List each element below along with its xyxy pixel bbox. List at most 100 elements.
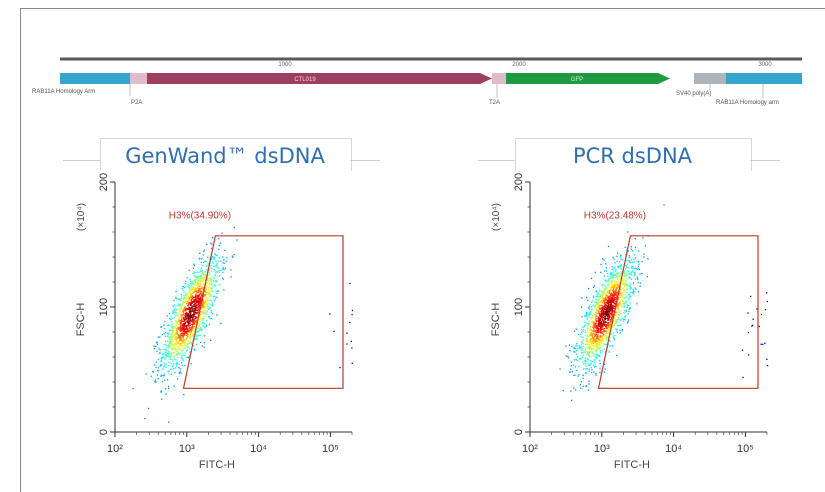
data-point — [220, 260, 222, 262]
data-point — [199, 319, 201, 321]
data-point — [615, 288, 617, 290]
data-point — [182, 309, 184, 311]
data-point — [596, 304, 599, 306]
data-point — [604, 304, 606, 307]
data-point — [187, 303, 189, 305]
data-point — [198, 304, 200, 306]
data-point — [233, 254, 235, 256]
data-point — [184, 295, 186, 297]
data-point — [589, 329, 591, 331]
data-point — [629, 277, 631, 279]
data-point — [175, 309, 177, 311]
data-point — [604, 270, 606, 272]
data-point — [178, 345, 181, 347]
data-point — [212, 262, 215, 265]
data-point — [598, 311, 600, 313]
data-point — [591, 301, 593, 303]
data-point — [627, 271, 629, 273]
data-point — [191, 282, 193, 284]
data-point — [594, 318, 597, 320]
data-point — [167, 371, 169, 373]
data-point — [589, 311, 591, 313]
data-point — [184, 312, 186, 315]
data-point — [586, 338, 588, 340]
data-point — [190, 330, 192, 332]
data-point — [609, 310, 611, 312]
data-point — [609, 324, 611, 326]
data-point — [211, 243, 213, 245]
data-point — [187, 295, 190, 297]
data-point — [214, 274, 216, 276]
data-point — [181, 355, 183, 357]
data-point — [602, 291, 604, 293]
data-point — [599, 308, 601, 310]
data-point — [599, 343, 601, 345]
data-point — [610, 316, 612, 319]
data-point — [351, 309, 354, 312]
data-point — [637, 268, 640, 270]
data-point — [155, 381, 157, 383]
data-point — [175, 342, 177, 344]
data-point — [194, 316, 197, 318]
data-point — [197, 298, 199, 300]
data-point — [189, 341, 192, 344]
data-point — [167, 352, 169, 354]
data-point — [184, 301, 186, 303]
data-point — [208, 308, 210, 310]
data-point — [175, 350, 177, 352]
data-point — [589, 345, 591, 347]
data-point — [203, 304, 205, 306]
data-point — [193, 291, 195, 293]
data-point — [199, 302, 201, 304]
data-point — [167, 324, 169, 326]
data-point — [207, 308, 209, 310]
data-point — [596, 312, 598, 314]
data-point — [181, 314, 184, 316]
data-point — [206, 304, 209, 306]
data-point — [614, 290, 616, 292]
data-point — [329, 313, 331, 315]
data-point — [172, 332, 174, 334]
data-point — [595, 312, 597, 314]
data-point — [766, 365, 769, 367]
data-point — [224, 267, 226, 269]
data-point — [185, 295, 187, 297]
data-point — [197, 311, 199, 313]
data-point — [613, 299, 615, 301]
data-point — [633, 254, 635, 256]
data-point — [608, 284, 610, 286]
data-point — [198, 305, 200, 307]
data-point — [616, 331, 619, 333]
data-point — [599, 289, 601, 291]
data-point — [194, 349, 196, 351]
data-point — [187, 305, 189, 307]
data-point — [611, 316, 613, 318]
data-point — [201, 345, 203, 347]
data-point — [174, 311, 176, 313]
data-point — [166, 333, 168, 335]
data-point — [181, 362, 183, 364]
data-point — [200, 330, 203, 332]
homology-arm-left-segment — [60, 73, 130, 84]
data-point — [178, 353, 181, 356]
data-point — [600, 335, 603, 337]
data-point — [601, 325, 603, 327]
data-point — [339, 366, 341, 369]
data-point — [605, 330, 607, 332]
data-point — [599, 318, 601, 320]
data-point — [613, 285, 616, 287]
data-point — [351, 313, 353, 316]
data-point — [623, 282, 625, 284]
data-point — [166, 315, 168, 317]
data-point — [199, 282, 201, 285]
data-point — [175, 296, 177, 298]
data-point — [211, 304, 214, 306]
data-point — [616, 277, 618, 279]
data-point — [192, 345, 194, 347]
gate-polygon — [597, 235, 759, 389]
data-point — [626, 291, 628, 293]
data-point — [598, 354, 600, 356]
data-point — [187, 328, 189, 330]
data-point — [608, 304, 610, 307]
data-point — [223, 259, 225, 261]
